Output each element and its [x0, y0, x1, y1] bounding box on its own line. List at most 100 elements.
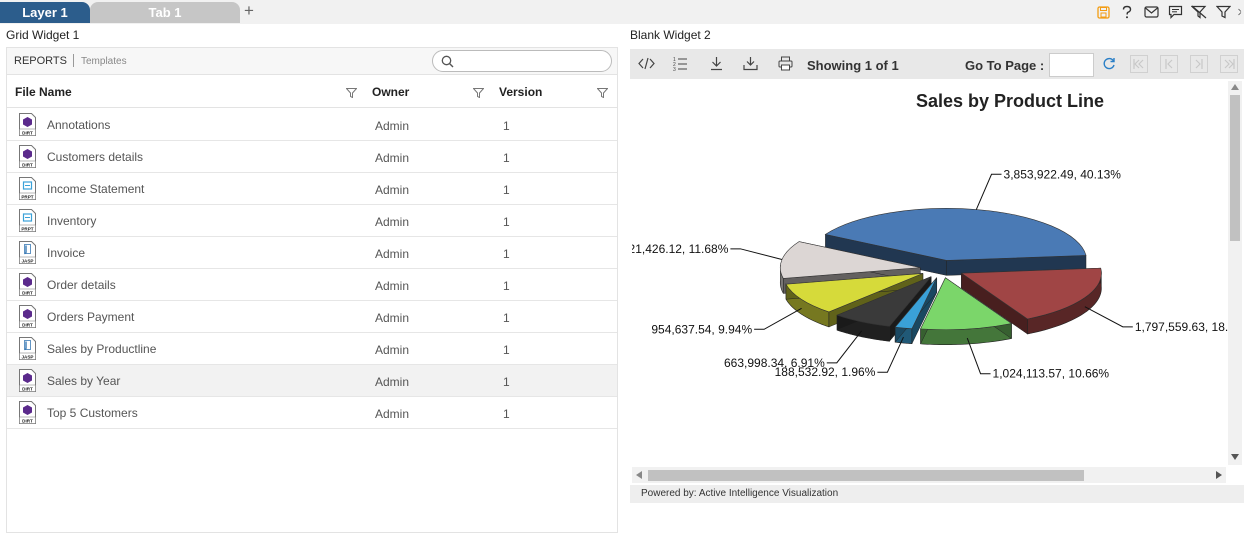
table-row[interactable]: DIRT Annotations Admin 1 — [7, 109, 617, 141]
version-cell: 1 — [503, 375, 510, 389]
pie-slice[interactable] — [920, 277, 1013, 345]
list-numbered-icon[interactable]: 123 — [673, 56, 688, 71]
horizontal-scroll-thumb[interactable] — [648, 470, 1084, 481]
tab-bar: Layer 1 Tab 1 + — [0, 0, 1244, 24]
prpt-file-icon: PRPT — [19, 177, 36, 200]
file-name-cell[interactable]: Sales by Productline — [47, 342, 157, 356]
file-type-label: DIRT — [22, 131, 33, 136]
file-name-cell[interactable]: Customers details — [47, 150, 144, 164]
file-name-filter-icon[interactable] — [346, 88, 357, 98]
file-name-cell[interactable]: Sales by Year — [47, 374, 121, 388]
slice-data-label: 1,797,559.63, 18.72% — [1135, 320, 1228, 334]
last-page-icon[interactable] — [1220, 55, 1238, 73]
print-icon[interactable] — [778, 56, 793, 71]
table-row[interactable]: JASP Invoice Admin 1 — [7, 237, 617, 269]
reports-tab[interactable]: REPORTS — [14, 55, 67, 67]
jasp-file-icon: JASP — [19, 241, 36, 264]
filter-icon[interactable] — [1214, 3, 1232, 21]
table-row[interactable]: JASP Sales by Productline Admin 1 — [7, 333, 617, 365]
templates-tab[interactable]: Templates — [81, 56, 127, 67]
version-cell: 1 — [503, 247, 510, 261]
dirt-file-icon: DIRT — [19, 273, 36, 296]
file-type-label: DIRT — [22, 291, 33, 296]
vertical-scrollbar[interactable] — [1228, 81, 1242, 465]
version-filter-icon[interactable] — [597, 88, 608, 98]
search-icon — [441, 55, 454, 68]
scroll-up-icon[interactable] — [1231, 84, 1239, 90]
dirt-file-icon: DIRT — [19, 145, 36, 168]
file-type-label: DIRT — [22, 419, 33, 424]
svg-text:1: 1 — [673, 57, 676, 63]
version-cell: 1 — [503, 151, 510, 165]
mail-icon[interactable] — [1142, 3, 1160, 21]
file-type-label: DIRT — [22, 323, 33, 328]
download-all-icon[interactable] — [743, 56, 758, 71]
next-page-icon[interactable] — [1190, 55, 1208, 73]
top-toolbar — [1094, 3, 1244, 21]
tab-layer-1[interactable]: Layer 1 — [0, 2, 90, 23]
owner-cell: Admin — [375, 151, 410, 165]
horizontal-scrollbar[interactable] — [632, 467, 1226, 483]
slice-data-label: 954,637.54, 9.94% — [651, 322, 752, 336]
slice-data-label: 1,121,426.12, 11.68% — [632, 242, 729, 256]
showing-page-text: Showing 1 of 1 — [807, 58, 899, 73]
leader-line — [754, 307, 802, 330]
save-icon[interactable] — [1094, 3, 1112, 21]
scroll-down-icon[interactable] — [1231, 454, 1239, 460]
pie-slice[interactable] — [894, 276, 938, 345]
source-code-icon[interactable] — [638, 57, 655, 70]
file-name-cell[interactable]: Inventory — [47, 214, 97, 228]
dirt-file-icon: DIRT — [19, 401, 36, 424]
table-row[interactable]: DIRT Customers details Admin 1 — [7, 141, 617, 173]
grid-header: File Name Owner Version — [7, 76, 617, 108]
file-type-label: JASP — [21, 355, 33, 360]
grid-widget-title: Grid Widget 1 — [6, 28, 80, 42]
table-row[interactable]: DIRT Orders Payment Admin 1 — [7, 301, 617, 333]
vertical-scroll-thumb[interactable] — [1230, 95, 1240, 241]
scroll-right-icon[interactable] — [1216, 471, 1222, 479]
table-row[interactable]: DIRT Top 5 Customers Admin 1 — [7, 397, 617, 429]
file-name-cell[interactable]: Order details — [47, 278, 116, 292]
download-icon[interactable] — [710, 56, 723, 71]
comment-icon[interactable] — [1166, 3, 1184, 21]
owner-filter-icon[interactable] — [473, 88, 484, 98]
column-header-version[interactable]: Version — [499, 85, 543, 99]
help-icon[interactable] — [1118, 3, 1136, 21]
column-header-file-name[interactable]: File Name — [15, 85, 72, 99]
file-name-cell[interactable]: Invoice — [47, 246, 86, 260]
refresh-icon[interactable] — [1102, 57, 1116, 71]
table-row[interactable]: DIRT Sales by Year Admin 1 — [7, 365, 617, 397]
leader-line — [975, 173, 1002, 210]
expand-icon[interactable] — [1238, 3, 1244, 21]
table-row[interactable]: DIRT Order details Admin 1 — [7, 269, 617, 301]
file-type-label: JASP — [21, 259, 33, 264]
go-to-page-input[interactable] — [1049, 53, 1094, 77]
report-canvas: Sales by Product Line 3,853,922.49, 40.1… — [612, 81, 1244, 465]
file-name-cell[interactable]: Top 5 Customers — [47, 406, 138, 420]
column-header-owner[interactable]: Owner — [372, 85, 410, 99]
grid-toolbar: REPORTS Templates — [7, 48, 617, 75]
dirt-file-icon: DIRT — [19, 113, 36, 136]
table-row[interactable]: PRPT Income Statement Admin 1 — [7, 173, 617, 205]
version-cell: 1 — [503, 343, 510, 357]
file-name-cell[interactable]: Annotations — [47, 118, 111, 132]
file-name-cell[interactable]: Orders Payment — [47, 310, 135, 324]
slice-data-label: 663,998.34, 6.91% — [724, 356, 825, 370]
search-input[interactable] — [459, 53, 607, 69]
pie-slice[interactable] — [960, 267, 1102, 335]
table-row[interactable]: PRPT Inventory Admin 1 — [7, 205, 617, 237]
grid-widget: REPORTS Templates File Name Owner Versio… — [6, 47, 618, 533]
tab-tab-1[interactable]: Tab 1 — [90, 2, 240, 23]
version-cell: 1 — [503, 215, 510, 229]
owner-cell: Admin — [375, 247, 410, 261]
add-tab-button[interactable]: + — [244, 1, 254, 20]
first-page-icon[interactable] — [1130, 55, 1148, 73]
owner-cell: Admin — [375, 183, 410, 197]
clear-filter-icon[interactable] — [1190, 3, 1208, 21]
scroll-left-icon[interactable] — [636, 471, 642, 479]
file-name-cell[interactable]: Income Statement — [47, 182, 145, 196]
prpt-file-icon: PRPT — [19, 209, 36, 232]
file-type-label: DIRT — [22, 387, 33, 392]
slice-data-label: 188,532.92, 1.96% — [775, 365, 876, 379]
previous-page-icon[interactable] — [1160, 55, 1178, 73]
